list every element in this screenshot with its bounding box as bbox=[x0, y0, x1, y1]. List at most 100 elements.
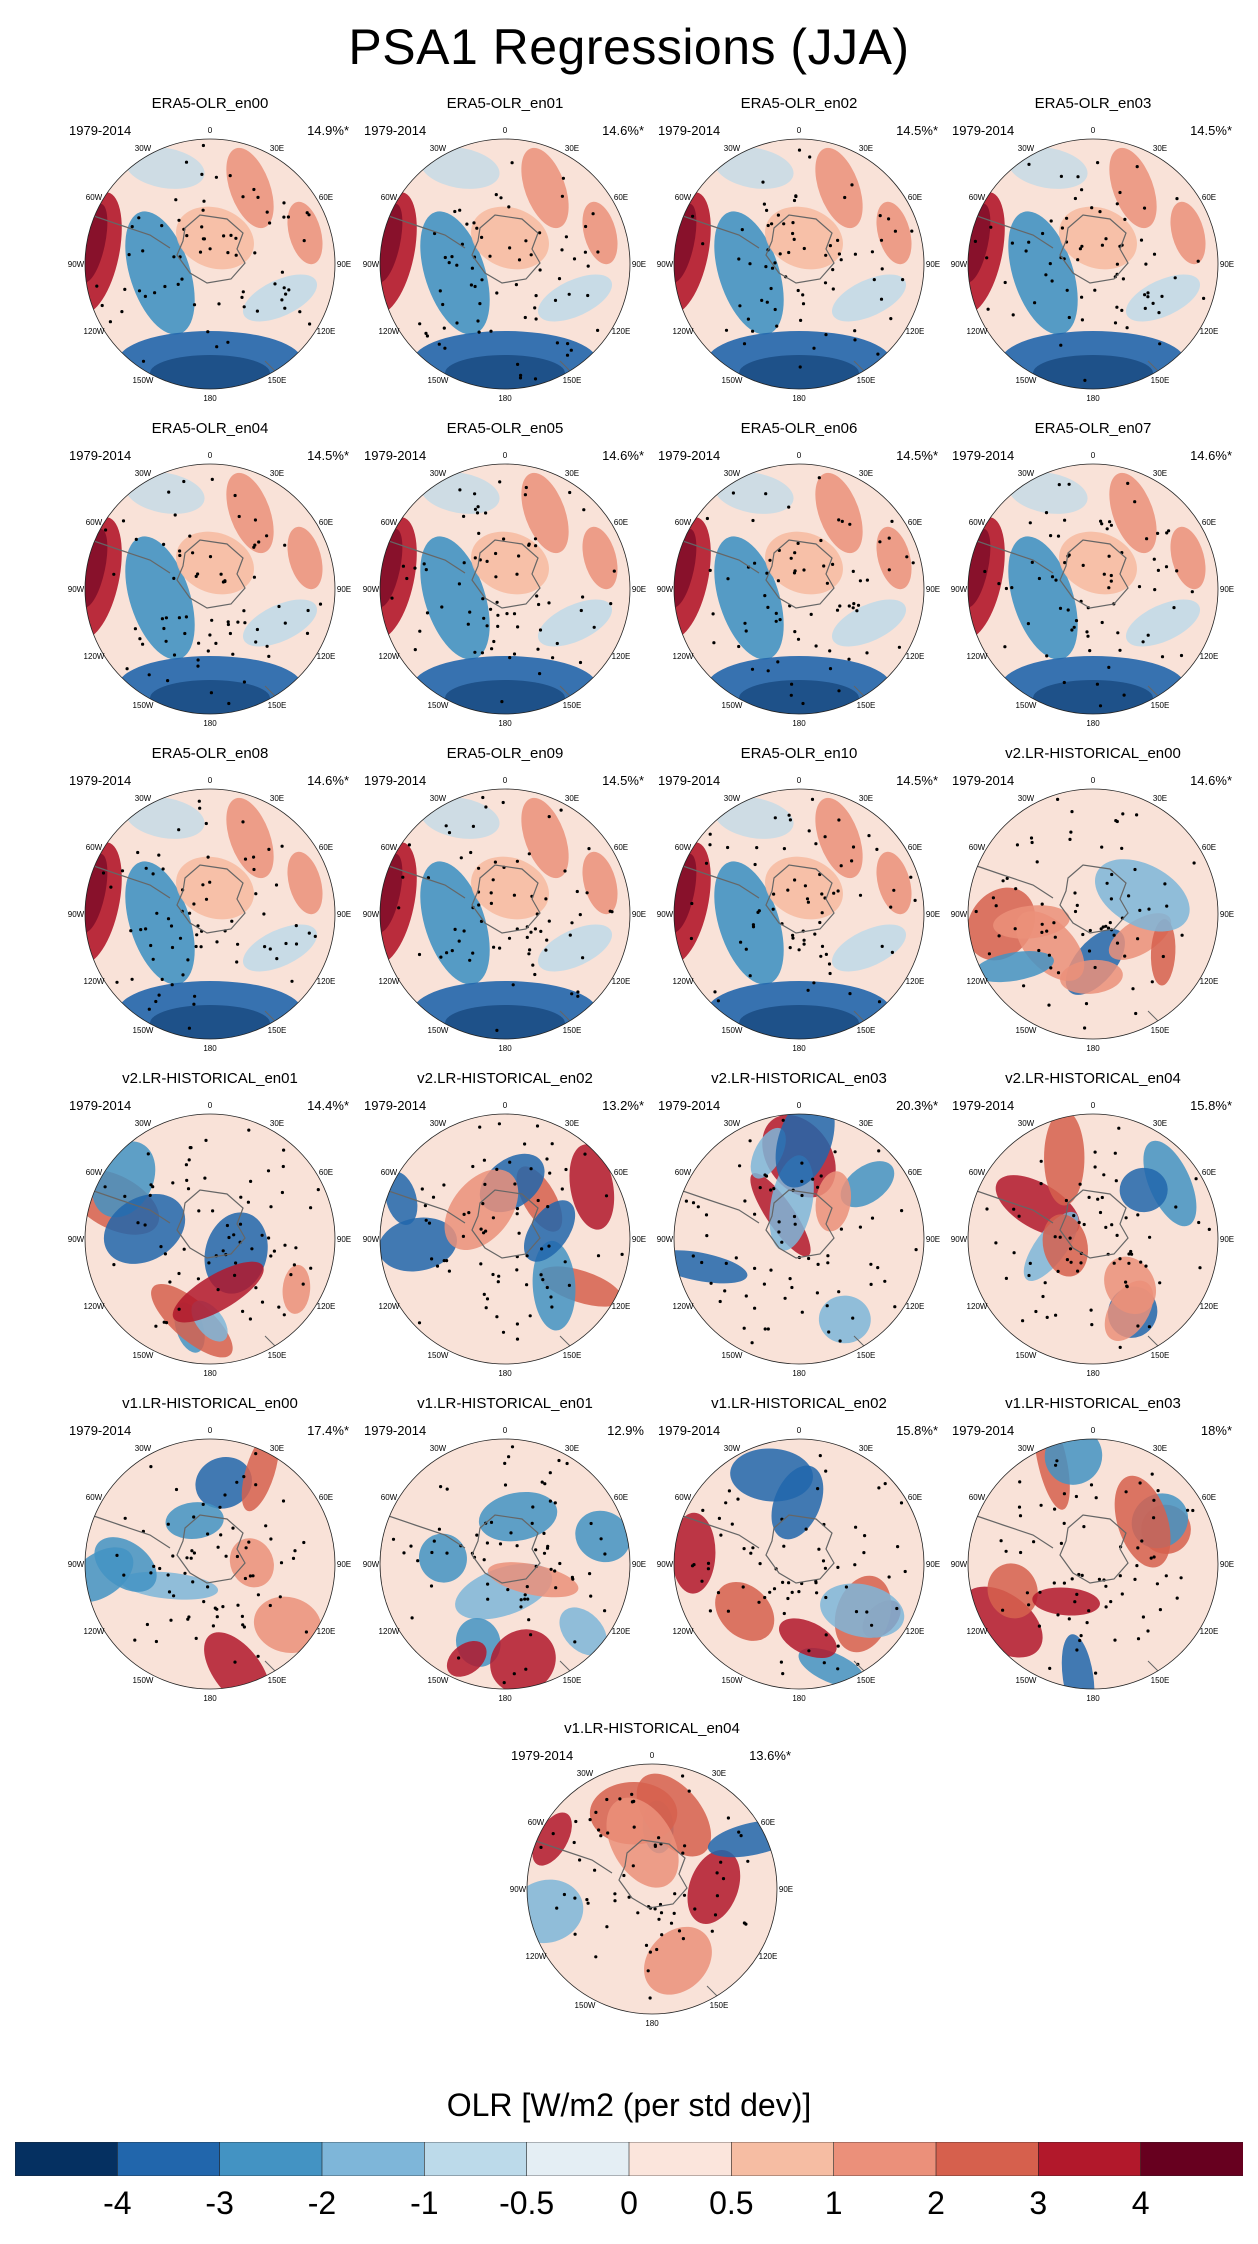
longitude-label: 60E bbox=[1202, 193, 1216, 202]
panel-title: ERA5-OLR_en00 bbox=[151, 95, 269, 112]
panel-period: 1979-2014 bbox=[69, 448, 132, 463]
longitude-label: 90W bbox=[657, 585, 674, 594]
longitude-label: 150W bbox=[1016, 1351, 1037, 1360]
map-border bbox=[967, 463, 1219, 715]
panel-title: v2.LR-HISTORICAL_en00 bbox=[1005, 745, 1181, 762]
significance-stipple bbox=[115, 1452, 308, 1664]
polar-map: 0 30E 60E 90E 120E 150E 180 150W 120W 90W 60W 30W bbox=[657, 1101, 940, 1378]
positive-anomaly bbox=[471, 531, 549, 595]
map-border bbox=[967, 1113, 1219, 1365]
longitude-label: 30E bbox=[859, 469, 873, 478]
negative-anomaly bbox=[714, 211, 784, 335]
negative-anomaly bbox=[537, 924, 613, 972]
longitude-label: 90E bbox=[1220, 585, 1234, 594]
longitude-label: 120E bbox=[906, 652, 925, 661]
colorbar-segment bbox=[935, 2142, 1040, 2176]
longitude-label: 60W bbox=[86, 518, 103, 527]
longitude-label: 120E bbox=[317, 1627, 336, 1636]
longitude-label: 150W bbox=[428, 1351, 449, 1360]
polar-map: 0 30E 60E 90E 120E 150E 180 150W 120W 90W 60W 30W bbox=[657, 1426, 940, 1703]
longitude-label: 60W bbox=[381, 193, 398, 202]
longitude-label: 120E bbox=[1200, 1627, 1219, 1636]
longitude-label: 30W bbox=[724, 469, 741, 478]
longitude-label: 30W bbox=[1018, 1119, 1035, 1128]
panel-variance: 15.8%* bbox=[896, 1423, 938, 1438]
positive-anomaly bbox=[226, 472, 274, 554]
longitude-label: 60W bbox=[381, 1493, 398, 1502]
panel-period: 1979-2014 bbox=[658, 1423, 721, 1438]
longitude-label: 150W bbox=[428, 376, 449, 385]
colorbar-segment bbox=[628, 2142, 733, 2176]
map-panel: ERA5-OLR_en04 0 30E 60E 90E 120E 150E 180 150W 12… bbox=[65, 420, 355, 730]
longitude-label: 90E bbox=[632, 585, 646, 594]
longitude-label: 0 bbox=[503, 451, 508, 460]
positive-anomaly bbox=[674, 1512, 716, 1594]
panel-period: 1979-2014 bbox=[511, 1748, 574, 1763]
negative-anomaly bbox=[1008, 147, 1088, 189]
longitude-label: 120E bbox=[317, 1302, 336, 1311]
negative-anomaly bbox=[537, 599, 613, 647]
panel-period: 1979-2014 bbox=[952, 1098, 1015, 1113]
negative-anomaly bbox=[195, 1456, 253, 1509]
longitude-label: 90E bbox=[632, 910, 646, 919]
map-border bbox=[673, 788, 925, 1040]
longitude-label: 30W bbox=[724, 144, 741, 153]
map-panel: ERA5-OLR_en01 0 30E 60E 90E 120E 150E 180 150W 12… bbox=[360, 95, 650, 405]
positive-anomaly bbox=[636, 1773, 712, 1857]
longitude-label: 90E bbox=[1220, 1560, 1234, 1569]
longitude-label: 60E bbox=[1202, 1168, 1216, 1177]
negative-anomaly bbox=[420, 536, 490, 660]
longitude-label: 30E bbox=[859, 1444, 873, 1453]
positive-anomaly bbox=[765, 856, 843, 920]
significance-stipple bbox=[974, 797, 1196, 1030]
positive-anomaly bbox=[287, 851, 323, 915]
panel-period: 1979-2014 bbox=[69, 773, 132, 788]
polar-map: 0 30E 60E 90E 120E 150E 180 150W 120W 90W 60W 30W bbox=[68, 1101, 351, 1378]
longitude-label: 120W bbox=[967, 977, 988, 986]
negative-anomaly bbox=[798, 1647, 865, 1688]
longitude-label: 180 bbox=[203, 1694, 217, 1703]
south-america-coastline bbox=[85, 212, 171, 249]
polar-map: 0 30E 60E 90E 120E 150E 180 150W 120W 90W 60W 30W bbox=[951, 1426, 1234, 1703]
significance-stipple bbox=[985, 1126, 1211, 1349]
negative-anomaly bbox=[750, 1127, 786, 1179]
longitude-label: 180 bbox=[498, 394, 512, 403]
longitude-label: 150W bbox=[722, 376, 743, 385]
colorbar-segment bbox=[15, 2142, 119, 2176]
negative-anomaly bbox=[739, 680, 859, 714]
longitude-label: 90W bbox=[951, 910, 968, 919]
antarctica-coastline bbox=[176, 539, 246, 609]
map-border bbox=[673, 1438, 925, 1690]
negative-anomaly bbox=[125, 147, 205, 189]
positive-anomaly bbox=[1170, 201, 1206, 265]
colorbar-segment bbox=[1140, 2142, 1243, 2176]
longitude-label: 0 bbox=[1091, 126, 1096, 135]
panel-period: 1979-2014 bbox=[69, 123, 132, 138]
longitude-label: 30E bbox=[712, 1769, 726, 1778]
polar-map: 0 30E 60E 90E 120E 150E 180 150W 120W 90W 60W 30W bbox=[363, 1101, 646, 1378]
longitude-label: 60E bbox=[614, 843, 628, 852]
longitude-label: 180 bbox=[792, 719, 806, 728]
longitude-label: 150E bbox=[563, 1676, 582, 1685]
longitude-label: 90E bbox=[1220, 1235, 1234, 1244]
longitude-label: 60W bbox=[969, 193, 986, 202]
longitude-label: 90E bbox=[632, 1560, 646, 1569]
negative-anomaly bbox=[125, 536, 195, 660]
colorbar-tick-label: 3 bbox=[1029, 2185, 1048, 2221]
significance-stipple bbox=[690, 1454, 907, 1676]
colorbar bbox=[15, 2142, 1243, 2176]
longitude-label: 60E bbox=[908, 518, 922, 527]
longitude-label: 150E bbox=[1151, 701, 1170, 710]
longitude-label: 120W bbox=[526, 1952, 547, 1961]
negative-anomaly bbox=[739, 1005, 859, 1039]
longitude-label: 150E bbox=[268, 1026, 287, 1035]
positive-anomaly bbox=[521, 472, 569, 554]
longitude-label: 90E bbox=[337, 260, 351, 269]
longitude-label: 60E bbox=[908, 843, 922, 852]
significance-stipple bbox=[103, 1128, 320, 1328]
longitude-label: 150E bbox=[1151, 1676, 1170, 1685]
longitude-label: 120E bbox=[317, 977, 336, 986]
longitude-label: 150W bbox=[722, 1026, 743, 1035]
positive-anomaly bbox=[644, 1926, 712, 1995]
positive-anomaly bbox=[85, 203, 108, 283]
